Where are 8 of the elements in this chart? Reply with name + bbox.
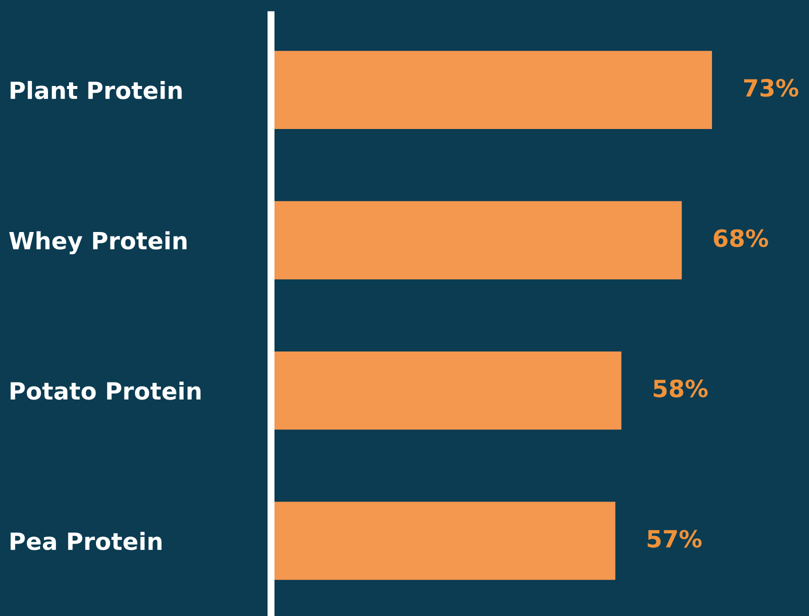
data-label: 68% (714, 229, 768, 248)
y-tick-label: Pea Protein (10, 532, 162, 550)
y-tick-label: Plant Protein (10, 80, 182, 100)
data-label: 58% (654, 380, 708, 398)
data-label: 57% (648, 530, 702, 548)
y-tick-label: Potato Protein (10, 382, 201, 400)
y-tick-label: Whey Protein (9, 231, 187, 254)
data-label: 73% (744, 78, 798, 97)
